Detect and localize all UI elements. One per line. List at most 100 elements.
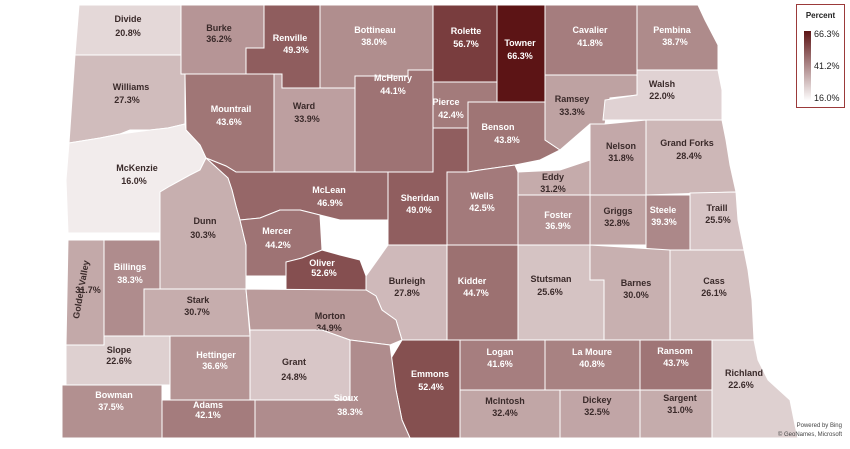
county-shape-traill[interactable] [689, 191, 745, 251]
county-value-label: 27.3% [114, 95, 140, 105]
county-mcintosh: McIntosh 32.4% [459, 389, 561, 439]
county-shape-foster[interactable] [517, 194, 591, 246]
county-name-label: Pierce [432, 97, 459, 107]
county-value-label: 42.4% [438, 110, 464, 120]
county-value-label: 49.3% [283, 45, 309, 55]
county-value-label: 26.1% [701, 288, 727, 298]
county-name-label: Bottineau [354, 25, 396, 35]
county-value-label: 32.4% [492, 408, 518, 418]
county-value-label: 52.6% [311, 268, 337, 278]
county-name-label: Burke [206, 23, 232, 33]
county-name-label: Pembina [653, 25, 692, 35]
county-value-label: 44.2% [265, 240, 291, 250]
county-shape-richland[interactable] [711, 339, 799, 439]
county-value-label: 25.5% [705, 215, 731, 225]
county-name-label: Stark [187, 295, 211, 305]
color-legend: Percent 66.3% 41.2% 16.0% [796, 4, 845, 108]
county-pembina: Pembina 38.7% [636, 4, 719, 71]
county-shape-sioux[interactable] [254, 339, 411, 439]
county-value-label: 30.0% [623, 290, 649, 300]
county-name-label: McKenzie [116, 163, 158, 173]
county-name-label: Kidder [458, 276, 487, 286]
county-value-label: 22.0% [649, 91, 675, 101]
county-name-label: Mercer [262, 226, 292, 236]
county-name-label: Wells [470, 191, 493, 201]
county-value-label: 34.9% [316, 323, 342, 333]
county-value-label: 42.1% [195, 410, 221, 420]
county-value-label: 46.9% [317, 198, 343, 208]
county-dunn: Dunn 30.3% [159, 157, 247, 290]
county-value-label: 32.8% [604, 218, 630, 228]
county-name-label: Renville [273, 33, 308, 43]
county-value-label: 43.8% [494, 135, 520, 145]
county-sioux: Sioux 38.3% [254, 339, 411, 439]
county-name-label: Cass [703, 276, 725, 286]
county-name-label: Walsh [649, 79, 675, 89]
county-value-label: 37.5% [98, 402, 124, 412]
county-name-label: Sioux [334, 393, 359, 403]
county-name-label: Morton [315, 311, 346, 321]
county-value-label: 36.6% [202, 361, 228, 371]
county-name-label: Steele [650, 205, 677, 215]
county-name-label: McIntosh [485, 396, 525, 406]
county-value-label: 49.0% [406, 205, 432, 215]
legend-gradient-bar [804, 31, 811, 101]
county-name-label: Divide [114, 14, 141, 24]
legend-title: Percent [805, 11, 836, 20]
county-mchenry: McHenry 44.1% [354, 69, 434, 173]
legend-max-label: 66.3% [814, 29, 840, 39]
county-name-label: Burleigh [389, 276, 426, 286]
county-name-label: Ransom [657, 346, 693, 356]
county-value-label: 38.0% [361, 37, 387, 47]
county-name-label: Richland [725, 368, 763, 378]
county-divide: Divide 20.8% [74, 4, 182, 56]
county-value-label: 36.2% [206, 34, 232, 44]
county-name-label: Sheridan [401, 193, 440, 203]
county-logan: Logan 41.6% [459, 339, 546, 391]
county-bowman: Bowman 37.5% [61, 384, 163, 439]
county-shape-sargent[interactable] [639, 389, 713, 439]
county-name-label: La Moure [572, 347, 612, 357]
county-value-label: 43.6% [216, 117, 242, 127]
county-eddy: Eddy 31.2% [517, 159, 591, 196]
county-stark: Stark 30.7% [143, 288, 251, 337]
county-dickey: Dickey 32.5% [559, 389, 641, 439]
county-nelson: Nelson 31.8% [589, 119, 647, 196]
county-name-label: Grand Forks [660, 138, 714, 148]
county-value-label: 25.6% [537, 287, 563, 297]
county-name-label: Billings [114, 262, 147, 272]
county-name-label: McLean [312, 185, 346, 195]
county-kidder: Kidder 44.7% [446, 244, 519, 341]
county-value-label: 30.3% [190, 230, 216, 240]
county-value-label: 56.7% [453, 39, 479, 49]
county-grand-forks: Grand Forks 28.4% [645, 119, 737, 196]
county-name-label: Nelson [606, 141, 636, 151]
county-name-label: Dunn [194, 216, 217, 226]
county-value-label: 33.3% [559, 107, 585, 117]
attribution-powered-by: Powered by Bing [796, 423, 842, 429]
county-name-label: Adams [193, 400, 223, 410]
county-name-label: Bowman [95, 390, 133, 400]
county-name-label: Traill [706, 203, 727, 213]
county-value-label: 41.6% [487, 359, 513, 369]
county-value-label: 20.8% [115, 28, 141, 38]
county-name-label: Ramsey [555, 94, 590, 104]
county-value-label: 66.3% [507, 51, 533, 61]
county-value-label: 38.7% [662, 37, 688, 47]
county-name-label: Dickey [582, 395, 611, 405]
county-value-label: 31.0% [667, 405, 693, 415]
county-value-label: 38.3% [117, 275, 143, 285]
county-value-label: 44.1% [380, 86, 406, 96]
county-value-label: 28.4% [676, 151, 702, 161]
county-richland: Richland 22.6% [711, 339, 799, 439]
county-wells: Wells 42.5% [446, 164, 519, 246]
county-steele: Steele 39.3% [645, 194, 691, 251]
county-towner: Towner 66.3% [496, 4, 546, 103]
county-name-label: Rolette [451, 26, 482, 36]
